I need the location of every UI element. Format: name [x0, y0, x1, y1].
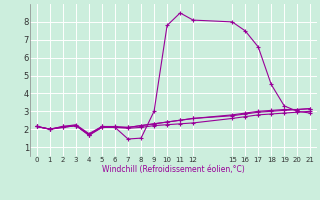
X-axis label: Windchill (Refroidissement éolien,°C): Windchill (Refroidissement éolien,°C)	[102, 165, 245, 174]
